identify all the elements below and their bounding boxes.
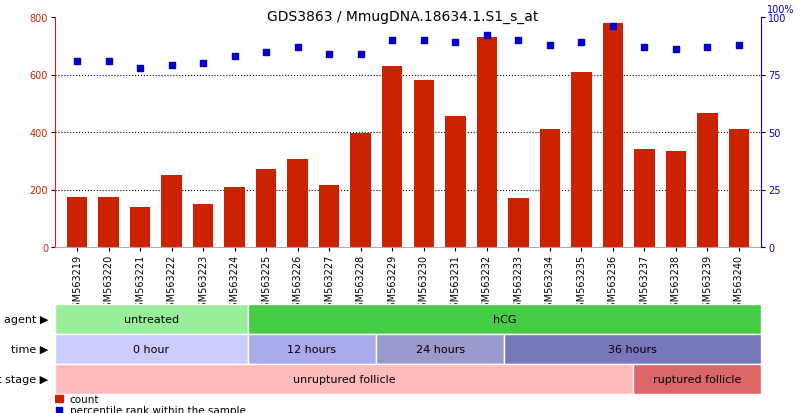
Text: ruptured follicle: ruptured follicle: [653, 374, 741, 384]
Bar: [634, 150, 654, 247]
Bar: [55, 304, 247, 334]
Point: [512, 38, 525, 44]
Bar: [539, 130, 560, 247]
Point: [322, 51, 335, 58]
Text: 12 hours: 12 hours: [287, 344, 336, 354]
Point: [52, 406, 65, 413]
Point: [355, 51, 368, 58]
Point: [606, 24, 619, 31]
Bar: [161, 176, 182, 247]
Bar: [224, 187, 245, 247]
Point: [418, 38, 430, 44]
Bar: [98, 197, 118, 247]
Text: 36 hours: 36 hours: [609, 344, 657, 354]
Text: agent ▶: agent ▶: [4, 314, 48, 324]
Bar: [247, 334, 376, 364]
Bar: [55, 334, 247, 364]
Text: 100%: 100%: [767, 5, 794, 15]
Bar: [729, 130, 750, 247]
Text: 24 hours: 24 hours: [416, 344, 464, 354]
Text: count: count: [69, 394, 99, 404]
Bar: [55, 395, 64, 403]
Point: [71, 58, 84, 65]
Bar: [413, 81, 434, 247]
Point: [134, 65, 147, 72]
Text: hCG: hCG: [492, 314, 516, 324]
Bar: [666, 151, 686, 247]
Bar: [505, 334, 761, 364]
Point: [575, 40, 588, 47]
Bar: [247, 304, 761, 334]
Bar: [476, 38, 497, 247]
Point: [197, 61, 210, 67]
Point: [228, 54, 241, 60]
Bar: [67, 197, 87, 247]
Text: percentile rank within the sample: percentile rank within the sample: [69, 405, 246, 413]
Bar: [382, 67, 402, 247]
Bar: [633, 364, 761, 394]
Bar: [256, 170, 276, 247]
Point: [480, 33, 493, 40]
Bar: [130, 207, 151, 247]
Bar: [351, 134, 371, 247]
Point: [165, 63, 178, 69]
Point: [102, 58, 115, 65]
Point: [638, 45, 650, 51]
Point: [449, 40, 462, 47]
Text: GDS3863 / MmugDNA.18634.1.S1_s_at: GDS3863 / MmugDNA.18634.1.S1_s_at: [268, 10, 538, 24]
Bar: [376, 334, 505, 364]
Bar: [55, 364, 633, 394]
Text: untreated: untreated: [123, 314, 179, 324]
Point: [386, 38, 399, 44]
Point: [733, 42, 746, 49]
Point: [260, 49, 272, 56]
Bar: [571, 72, 592, 247]
Bar: [508, 199, 529, 247]
Text: unruptured follicle: unruptured follicle: [293, 374, 395, 384]
Bar: [697, 114, 717, 247]
Bar: [603, 24, 623, 247]
Point: [701, 45, 714, 51]
Text: time ▶: time ▶: [10, 344, 48, 354]
Text: development stage ▶: development stage ▶: [0, 374, 48, 384]
Point: [543, 42, 556, 49]
Bar: [193, 204, 214, 247]
Bar: [288, 160, 308, 247]
Point: [291, 45, 304, 51]
Bar: [319, 186, 339, 247]
Text: 0 hour: 0 hour: [133, 344, 169, 354]
Point: [670, 47, 683, 53]
Bar: [445, 117, 466, 247]
